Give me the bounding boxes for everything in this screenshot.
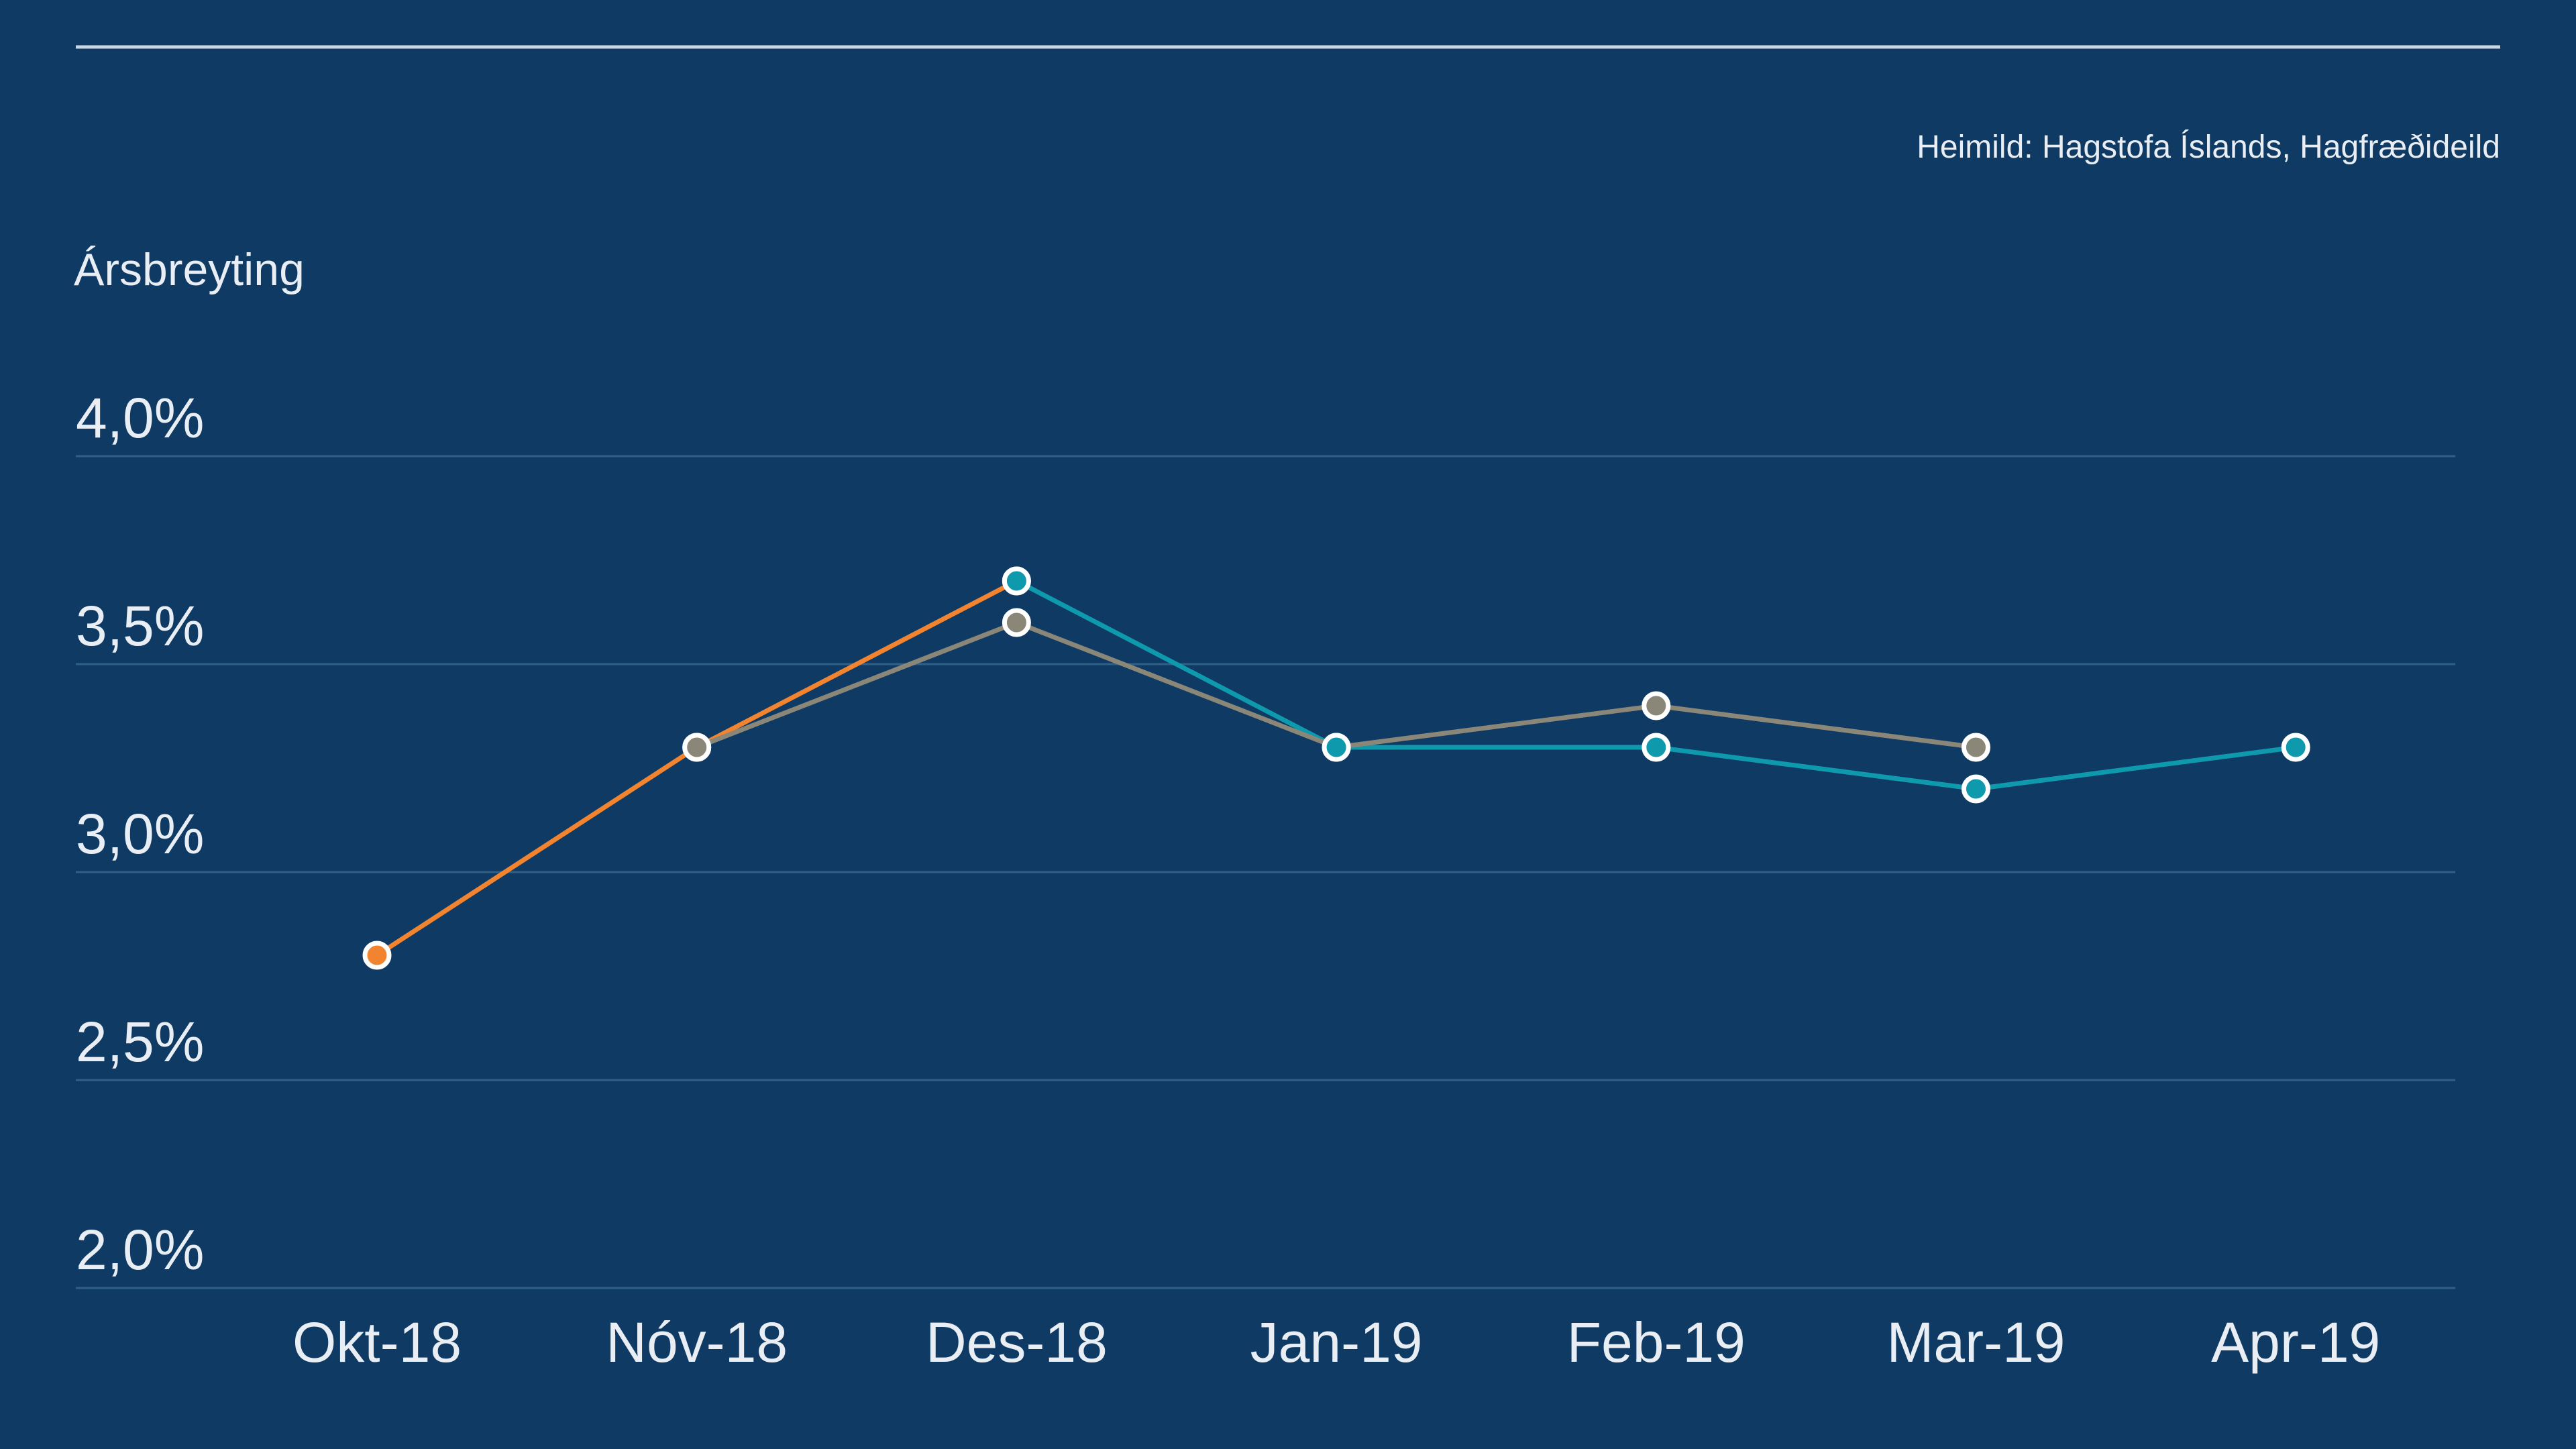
series-2-point bbox=[1002, 566, 1031, 596]
y-tick-label: 3,0% bbox=[76, 802, 204, 865]
x-tick-label: Mar-19 bbox=[1886, 1311, 2065, 1374]
series-2-point bbox=[1322, 733, 1351, 762]
series-2-point bbox=[1642, 733, 1671, 762]
series-line-1 bbox=[374, 578, 1019, 958]
series-1-point bbox=[362, 941, 392, 970]
y-axis-label: Ársbreyting bbox=[74, 244, 305, 295]
series-3-point bbox=[1002, 608, 1031, 637]
x-tick-label: Okt-18 bbox=[292, 1311, 462, 1374]
series-3-point bbox=[1642, 691, 1671, 720]
y-tick-label: 3,5% bbox=[76, 594, 204, 657]
source-note: Heimild: Hagstofa Íslands, Hagfræðideild bbox=[1917, 129, 2500, 165]
y-tick-label: 2,5% bbox=[76, 1010, 204, 1073]
y-tick-labels: 2,0% 2,5% 3,0% 3,5% 4,0% bbox=[76, 386, 204, 1281]
series-2-point bbox=[2281, 733, 2310, 762]
gridlines bbox=[76, 455, 2455, 1289]
y-tick-label: 2,0% bbox=[76, 1218, 204, 1281]
series-3-point bbox=[1962, 733, 1990, 762]
series-lines bbox=[374, 578, 2298, 958]
x-tick-label: Apr-19 bbox=[2211, 1311, 2380, 1374]
y-tick-label: 4,0% bbox=[76, 386, 204, 449]
x-tick-labels: Okt-18 Nóv-18 Des-18 Jan-19 Feb-19 Mar-19 Apr-… bbox=[292, 1311, 2380, 1374]
series-3-point bbox=[682, 733, 712, 762]
series-markers bbox=[362, 566, 2310, 970]
x-tick-label: Jan-19 bbox=[1250, 1311, 1423, 1374]
x-tick-label: Nóv-18 bbox=[606, 1311, 788, 1374]
series-line-3 bbox=[694, 620, 1978, 750]
x-tick-label: Feb-19 bbox=[1567, 1311, 1746, 1374]
x-tick-label: Des-18 bbox=[926, 1311, 1108, 1374]
series-2-point bbox=[1962, 774, 1990, 804]
